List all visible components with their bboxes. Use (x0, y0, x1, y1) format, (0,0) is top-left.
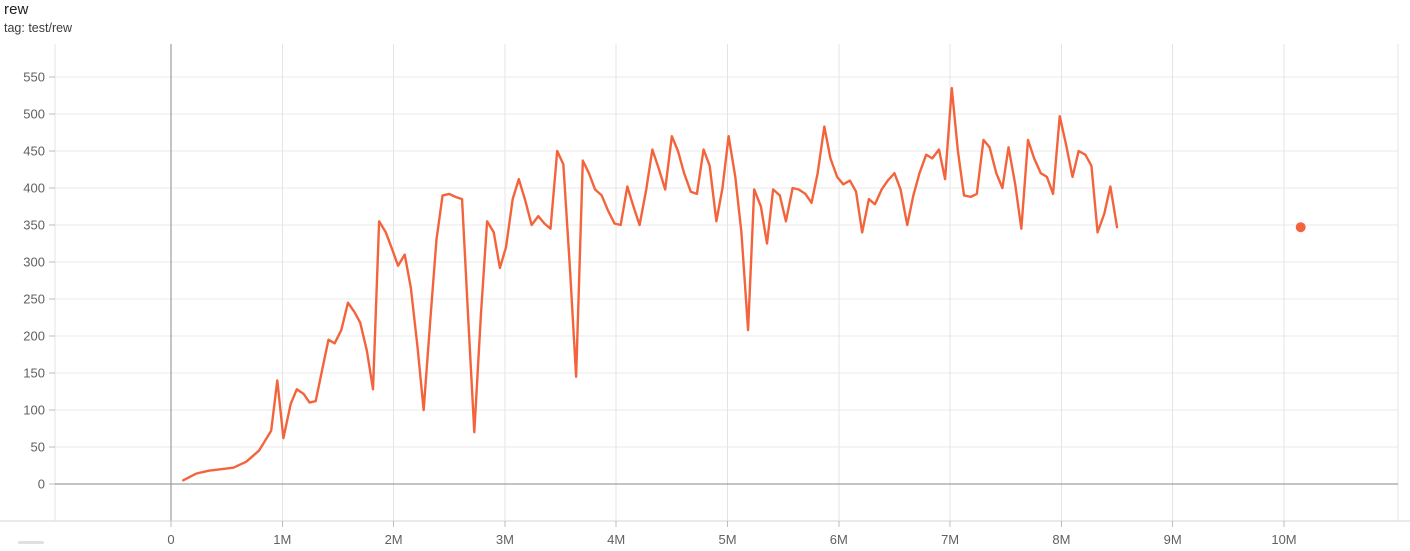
x-axis-tick-labels: 0 1M 2M 3M 4M 5M 6M 7M 8M 9M 10M (167, 532, 1296, 547)
series-endpoint-marker[interactable] (1295, 222, 1306, 233)
chart-tag-label: tag: test/rew (4, 21, 73, 35)
x-axis-tick-label: 1M (273, 532, 291, 547)
y-axis-tick-label: 0 (38, 477, 45, 492)
y-axis-tick-label: 200 (23, 329, 45, 344)
x-axis-tick-label: 10M (1271, 532, 1296, 547)
series-line-test-rew[interactable] (182, 86, 1119, 482)
y-axis-tick-label: 450 (23, 144, 45, 159)
vertical-gridlines (54, 44, 1399, 521)
y-axis-tick-label: 550 (23, 70, 45, 85)
x-axis-tick-label: 6M (830, 532, 848, 547)
x-axis-tick-label: 8M (1052, 532, 1070, 547)
y-axis-tick-label: 150 (23, 366, 45, 381)
y-axis-tick-label: 250 (23, 292, 45, 307)
y-axis-tick-label: 50 (31, 440, 45, 455)
x-axis-tick-label: 0 (167, 532, 174, 547)
x-axis-tick-label: 4M (607, 532, 625, 547)
data-series-group[interactable] (182, 86, 1306, 482)
x-axis-tick-label: 7M (941, 532, 959, 547)
page-title: rew (4, 1, 29, 18)
y-axis-tick-label: 350 (23, 218, 45, 233)
y-axis-tick-labels: 0 50 100 150 200 250 300 350 400 450 500 550 (23, 70, 45, 492)
scrub-handle[interactable] (18, 541, 44, 544)
x-axis-tick-label: 5M (718, 532, 736, 547)
y-axis-tick-label: 500 (23, 107, 45, 122)
x-axis-tick-label: 2M (385, 532, 403, 547)
tick-marks (49, 76, 1285, 527)
y-axis-tick-label: 100 (23, 403, 45, 418)
x-axis-tick-label: 3M (496, 532, 514, 547)
y-axis-tick-label: 400 (23, 181, 45, 196)
y-axis-tick-label: 300 (23, 255, 45, 270)
x-axis-tick-label: 9M (1164, 532, 1182, 547)
axis-lines (0, 44, 1410, 522)
